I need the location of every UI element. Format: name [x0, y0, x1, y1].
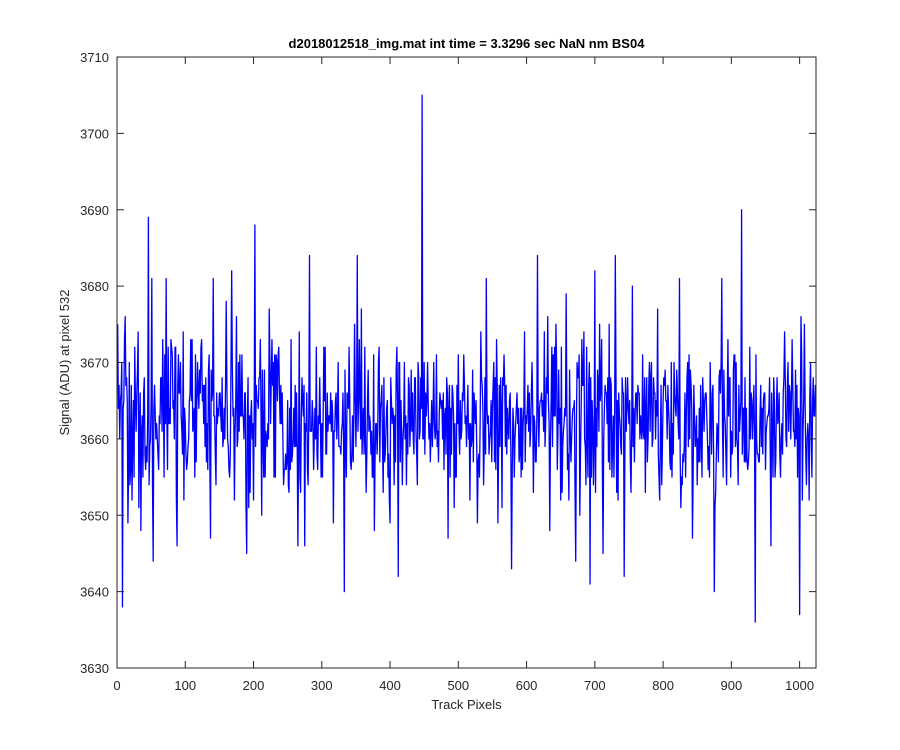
- ticks-layer: 0 100 200 300 400 500 600 700 800 900 1000 3630 3640…: [80, 50, 816, 693]
- y-tick-label: 3710: [80, 50, 109, 65]
- x-tick-label: 800: [652, 678, 674, 693]
- x-tick-label: 500: [447, 678, 469, 693]
- chart-title: d2018012518_img.mat int time = 3.3296 se…: [289, 36, 646, 51]
- y-tick-label: 3690: [80, 203, 109, 218]
- y-tick-label: 3630: [80, 661, 109, 676]
- x-axis-label: Track Pixels: [431, 697, 502, 712]
- x-tick-label: 1000: [785, 678, 814, 693]
- y-axis-label: Signal (ADU) at pixel 532: [57, 290, 72, 436]
- signal-series-line: [117, 94, 816, 623]
- x-tick-label: 0: [113, 678, 120, 693]
- y-tick-label: 3670: [80, 356, 109, 371]
- series-layer: [117, 94, 816, 623]
- x-tick-label: 100: [174, 678, 196, 693]
- y-tick-label: 3660: [80, 432, 109, 447]
- x-tick-label: 400: [379, 678, 401, 693]
- y-tick-label: 3700: [80, 126, 109, 141]
- x-tick-label: 300: [311, 678, 333, 693]
- x-tick-label: 900: [721, 678, 743, 693]
- x-tick-label: 700: [584, 678, 606, 693]
- x-tick-label: 200: [243, 678, 265, 693]
- y-tick-label: 3680: [80, 279, 109, 294]
- y-tick-label: 3640: [80, 585, 109, 600]
- y-tick-label: 3650: [80, 508, 109, 523]
- plot-background: [117, 57, 816, 668]
- x-tick-label: 600: [516, 678, 538, 693]
